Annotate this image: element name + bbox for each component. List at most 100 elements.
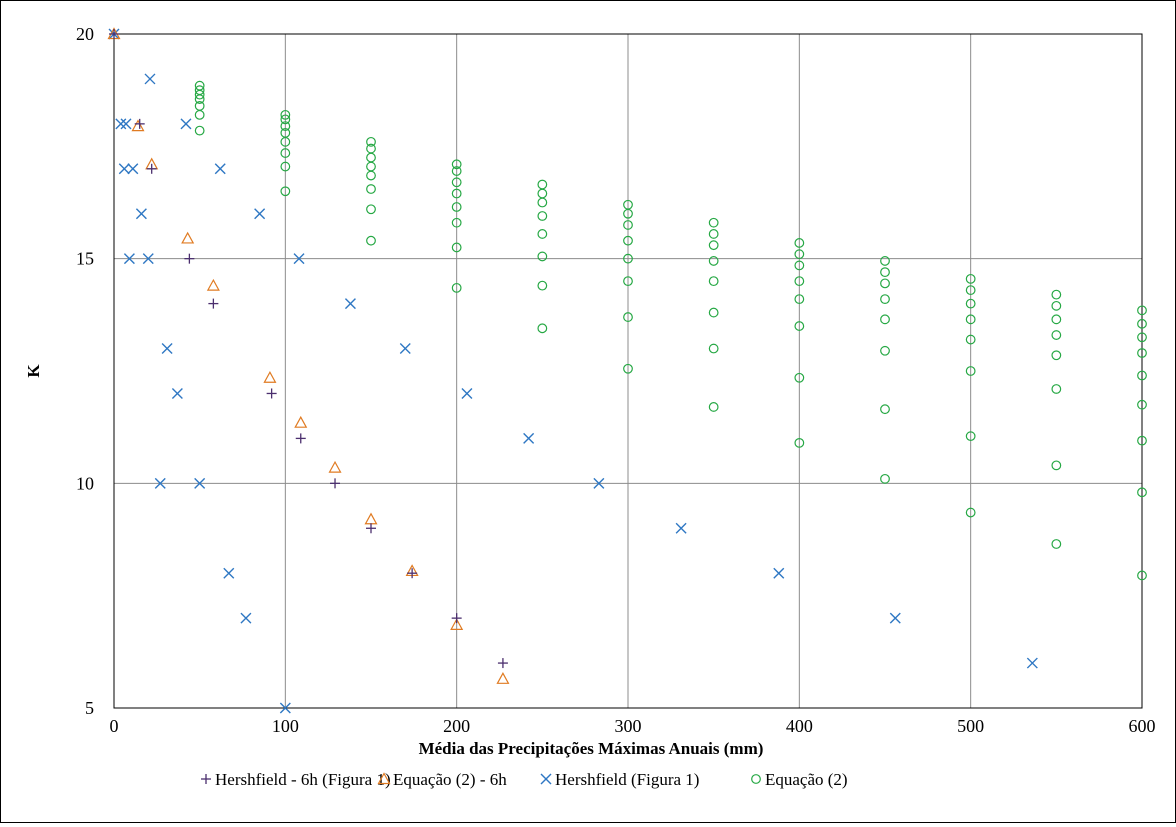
data-point bbox=[708, 217, 719, 228]
data-point bbox=[880, 473, 890, 484]
data-point bbox=[1137, 487, 1147, 498]
gridlines bbox=[114, 34, 1142, 708]
data-point bbox=[399, 343, 411, 355]
data-point bbox=[965, 366, 976, 376]
data-point bbox=[451, 159, 462, 170]
data-point bbox=[623, 220, 633, 230]
series-0 bbox=[109, 29, 508, 669]
data-point bbox=[497, 658, 508, 669]
data-point bbox=[451, 282, 462, 293]
data-point bbox=[1137, 332, 1147, 343]
data-point bbox=[366, 161, 376, 172]
x-tick-label: 100 bbox=[272, 716, 299, 736]
data-point bbox=[965, 314, 976, 325]
data-point bbox=[280, 148, 291, 158]
y-tick-label: 15 bbox=[76, 249, 94, 269]
legend-item: Equação (2) bbox=[751, 770, 848, 789]
legend-label: Hershfield (Figura 1) bbox=[555, 770, 699, 789]
x-tick-label: 500 bbox=[957, 716, 984, 736]
data-point bbox=[880, 278, 890, 289]
data-point bbox=[1137, 399, 1147, 410]
data-point bbox=[127, 163, 139, 175]
x-tick-label: 0 bbox=[110, 716, 119, 736]
data-point bbox=[880, 256, 890, 266]
data-point bbox=[537, 188, 548, 199]
data-point bbox=[194, 125, 205, 136]
series-1 bbox=[107, 27, 510, 684]
data-point bbox=[293, 253, 305, 265]
data-point bbox=[407, 568, 418, 579]
data-point bbox=[194, 89, 205, 100]
data-point bbox=[142, 253, 154, 265]
legend: Hershfield - 6h (Figura 1) Equação (2) - … bbox=[201, 770, 848, 789]
data-point bbox=[794, 276, 805, 287]
series-3 bbox=[194, 80, 1147, 581]
data-point bbox=[794, 238, 805, 248]
data-point bbox=[537, 280, 548, 291]
y-axis-title: K bbox=[24, 364, 43, 378]
data-point bbox=[330, 478, 341, 489]
data-point bbox=[1137, 318, 1147, 329]
data-point bbox=[194, 94, 205, 105]
data-point bbox=[889, 612, 901, 624]
data-point bbox=[451, 242, 462, 253]
data-point bbox=[451, 166, 462, 176]
data-point bbox=[451, 188, 462, 199]
data-point bbox=[279, 702, 291, 714]
legend-marker bbox=[540, 773, 552, 785]
data-point bbox=[451, 202, 462, 212]
data-markers bbox=[107, 27, 1147, 714]
data-point bbox=[194, 477, 206, 489]
data-point bbox=[593, 477, 605, 489]
data-point bbox=[1026, 657, 1038, 669]
legend-item: Hershfield - 6h (Figura 1) bbox=[201, 770, 391, 789]
data-point bbox=[366, 170, 376, 181]
data-point bbox=[184, 253, 195, 264]
data-point bbox=[496, 672, 510, 684]
data-point bbox=[708, 307, 719, 318]
legend-item: Equação (2) - 6h bbox=[377, 770, 507, 789]
data-point bbox=[266, 388, 277, 399]
data-point bbox=[364, 512, 378, 525]
data-point bbox=[1137, 305, 1147, 316]
data-point bbox=[171, 387, 183, 399]
data-point bbox=[214, 163, 226, 175]
data-point bbox=[708, 343, 719, 354]
x-tick-label: 200 bbox=[443, 716, 470, 736]
data-point bbox=[965, 507, 976, 518]
legend-label: Equação (2) - 6h bbox=[393, 770, 507, 789]
data-point bbox=[1051, 460, 1062, 471]
data-point bbox=[263, 370, 277, 383]
legend-label: Hershfield - 6h (Figura 1) bbox=[215, 770, 391, 789]
data-point bbox=[181, 231, 195, 244]
data-point bbox=[123, 253, 135, 265]
data-point bbox=[794, 260, 805, 271]
data-point bbox=[451, 177, 462, 188]
data-point bbox=[208, 298, 219, 309]
series-2 bbox=[108, 28, 1038, 714]
data-point bbox=[623, 208, 633, 219]
data-point bbox=[880, 294, 890, 305]
data-point bbox=[1051, 384, 1062, 394]
y-tick-label: 20 bbox=[76, 24, 94, 44]
data-point bbox=[1051, 300, 1062, 311]
data-point bbox=[366, 235, 376, 246]
y-tick-label: 10 bbox=[76, 473, 94, 493]
data-point bbox=[1051, 350, 1062, 361]
data-point bbox=[134, 118, 145, 129]
data-point bbox=[118, 163, 130, 175]
data-point bbox=[135, 208, 147, 220]
data-point bbox=[240, 612, 252, 624]
legend-marker bbox=[751, 774, 761, 784]
data-point bbox=[280, 121, 291, 132]
data-point bbox=[1051, 330, 1062, 340]
data-point bbox=[451, 613, 462, 624]
data-point bbox=[194, 109, 205, 120]
legend-item: Hershfield (Figura 1) bbox=[540, 770, 699, 789]
y-tick-label: 5 bbox=[85, 698, 94, 718]
data-point bbox=[1137, 370, 1147, 381]
data-point bbox=[537, 211, 548, 221]
data-point bbox=[254, 208, 266, 220]
data-point bbox=[366, 152, 376, 163]
